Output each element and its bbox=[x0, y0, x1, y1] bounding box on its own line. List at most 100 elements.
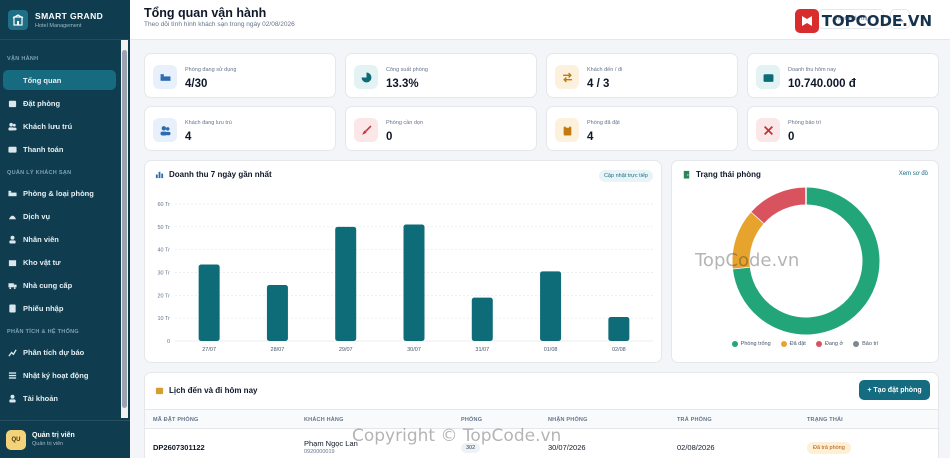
sidebar-item-forecast[interactable]: Phân tích dự báo bbox=[0, 342, 119, 362]
avatar: QU bbox=[6, 429, 26, 450]
checkout-date: 02/08/2026 bbox=[677, 443, 715, 452]
x-tick-label: 27/07 bbox=[202, 347, 216, 353]
sidebar-item-label: Nhà cung cấp bbox=[23, 280, 73, 290]
booking-code: DP2607301122 bbox=[153, 443, 205, 452]
kpi-label: Khách đến / đi bbox=[587, 67, 623, 73]
user-icon bbox=[9, 235, 16, 244]
sidebar-item-overview[interactable]: Tổng quan bbox=[3, 70, 116, 90]
legend-item-occupied: Đang ở bbox=[815, 341, 843, 347]
donut-slice[interactable] bbox=[751, 187, 807, 224]
sidebar-item-inventory[interactable]: Kho vật tư bbox=[0, 252, 119, 272]
scrollbar-thumb[interactable] bbox=[122, 50, 127, 408]
kpi-card-guests-staying: Khách đang lưu trú 4 bbox=[144, 106, 336, 151]
sidebar-item-label: Nhật ký hoạt động bbox=[23, 370, 89, 380]
sidebar-item-rooms[interactable]: Phòng & loại phòng bbox=[0, 183, 119, 203]
pie-icon bbox=[354, 65, 378, 89]
y-tick-label: 50 Tr bbox=[157, 225, 170, 231]
revenue-bar[interactable] bbox=[608, 317, 630, 341]
tools-icon bbox=[756, 118, 780, 142]
page-header: Tổng quan vận hành Theo dõi tình hình kh… bbox=[130, 0, 950, 40]
card-icon bbox=[8, 146, 17, 153]
revenue-bar-chart: 0 10 Tr 20 Tr 30 Tr 40 Tr 50 Tr 60 Tr 27/07 28/0… bbox=[157, 202, 653, 353]
create-booking-button[interactable]: + Tạo đặt phòng bbox=[859, 380, 930, 400]
sidebar-item-bookings[interactable]: Đặt phòng bbox=[0, 93, 119, 113]
sidebar-section-operations: VẬN HÀNH bbox=[7, 56, 39, 62]
y-tick-label: 20 Tr bbox=[157, 293, 170, 299]
sidebar-item-label: Phòng & loại phòng bbox=[23, 188, 94, 198]
sidebar-item-receipts[interactable]: Phiếu nhập bbox=[0, 298, 119, 318]
kpi-card-arrivals-departures: Khách đến / đi 4 / 3 bbox=[546, 53, 738, 98]
clipboard-icon bbox=[555, 118, 579, 142]
kpi-card-rooms-in-use: Phòng đang sử dụng 4/30 bbox=[144, 53, 336, 98]
sidebar-item-guests[interactable]: Khách lưu trú bbox=[0, 116, 119, 136]
display-mode-button[interactable]: Trình hiển thị bbox=[818, 9, 884, 29]
topcode-logo-icon bbox=[794, 9, 819, 33]
brand: SMART GRAND Hotel Management bbox=[0, 0, 130, 40]
column-header: TRẠNG THÁI bbox=[807, 417, 843, 423]
room-status-title: Trạng thái phòng bbox=[682, 170, 761, 179]
kpi-value: 13.3% bbox=[386, 78, 419, 90]
sidebar-item-label: Đặt phòng bbox=[23, 98, 61, 108]
bed-icon bbox=[8, 190, 17, 196]
legend-item-empty: Phòng trống bbox=[731, 341, 771, 347]
account-icon bbox=[9, 394, 16, 403]
kpi-label: Phòng bảo trì bbox=[788, 120, 822, 126]
donut-slice[interactable] bbox=[732, 211, 765, 269]
room-status-card: Trạng thái phòng Xem sơ đồ Phòng trống Đ… bbox=[671, 160, 939, 363]
column-header: NHẬN PHÒNG bbox=[548, 417, 588, 423]
door-icon bbox=[683, 170, 690, 179]
kpi-card-revenue-today: Doanh thu hôm nay 10.740.000 đ bbox=[747, 53, 939, 98]
sidebar-item-account[interactable]: Tài khoản bbox=[0, 388, 119, 408]
kpi-label: Phòng đang sử dụng bbox=[185, 67, 237, 73]
notification-button[interactable] bbox=[890, 9, 910, 29]
sidebar-item-activity-log[interactable]: Nhật ký hoạt động bbox=[0, 365, 119, 385]
page-subtitle: Theo dõi tình hình khách sạn trong ngày … bbox=[144, 21, 295, 28]
sidebar-item-label: Phân tích dự báo bbox=[23, 347, 85, 357]
kpi-label: Phòng đã đặt bbox=[587, 120, 620, 126]
user-profile[interactable]: QU Quản trị viên Quản trị viên bbox=[0, 420, 130, 458]
kpi-label: Phòng cần dọn bbox=[386, 120, 424, 126]
revenue-bar[interactable] bbox=[471, 297, 493, 341]
y-tick-label: 0 bbox=[167, 339, 170, 345]
sidebar-item-services[interactable]: Dịch vụ bbox=[0, 206, 119, 226]
view-map-link[interactable]: Xem sơ đồ bbox=[898, 171, 928, 177]
kpi-value: 4/30 bbox=[185, 78, 208, 90]
schedule-card: Lịch đến và đi hôm nay + Tạo đặt phòng M… bbox=[144, 372, 939, 458]
legend-item-maintenance: Bảo trì bbox=[853, 341, 878, 347]
brand-name: SMART GRAND bbox=[35, 10, 104, 21]
column-header: MÃ ĐẶT PHÒNG bbox=[153, 417, 199, 423]
sidebar-item-suppliers[interactable]: Nhà cung cấp bbox=[0, 275, 119, 295]
page-title: Tổng quan vận hành bbox=[144, 6, 267, 20]
revenue-bar[interactable] bbox=[335, 226, 357, 341]
topcode-logo-text: TOPCODE.VN bbox=[821, 12, 932, 30]
revenue-chart-card: Doanh thu 7 ngày gần nhất Cập nhật trực … bbox=[144, 160, 662, 363]
chart-title-text: Doanh thu 7 ngày gần nhất bbox=[169, 170, 272, 179]
sidebar-scrollbar[interactable] bbox=[121, 40, 128, 418]
chart-title-text: Trạng thái phòng bbox=[696, 170, 761, 179]
kpi-value: 10.740.000 đ bbox=[788, 78, 856, 90]
room-badge: 302 bbox=[461, 443, 481, 453]
kpi-value: 0 bbox=[788, 131, 795, 143]
sidebar-item-label: Kho vật tư bbox=[23, 257, 61, 267]
list-icon bbox=[8, 371, 17, 379]
doc-icon bbox=[9, 303, 16, 313]
column-header: TRẢ PHÒNG bbox=[677, 417, 712, 423]
bell-icon bbox=[8, 215, 17, 219]
revenue-bar[interactable] bbox=[540, 271, 562, 341]
revenue-bar[interactable] bbox=[266, 285, 288, 341]
sidebar-section-analytics: PHÂN TÍCH & HỆ THỐNG bbox=[7, 329, 79, 335]
revenue-bar[interactable] bbox=[198, 264, 220, 341]
kpi-card-rooms-booked: Phòng đã đặt 4 bbox=[546, 106, 738, 151]
kpi-card-occupancy: Công suất phòng 13.3% bbox=[345, 53, 537, 98]
sidebar-item-label: Khách lưu trú bbox=[23, 121, 73, 131]
sidebar-item-staff[interactable]: Nhân viên bbox=[0, 229, 119, 249]
y-tick-label: 10 Tr bbox=[157, 316, 170, 322]
revenue-bar[interactable] bbox=[403, 224, 425, 341]
sidebar-item-label: Thanh toán bbox=[23, 144, 64, 154]
sidebar-item-payments[interactable]: Thanh toán bbox=[0, 139, 119, 159]
donut-slice[interactable] bbox=[732, 187, 880, 335]
live-update-badge: Cập nhật trực tiếp bbox=[598, 170, 653, 182]
bar-chart-icon bbox=[155, 171, 164, 179]
user-role: Quản trị viên bbox=[32, 441, 64, 447]
kpi-value: 4 bbox=[185, 131, 192, 143]
